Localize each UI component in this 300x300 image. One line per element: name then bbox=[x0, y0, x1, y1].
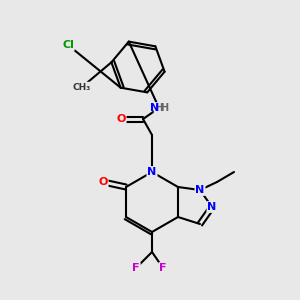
Text: N: N bbox=[147, 167, 157, 177]
Text: Cl: Cl bbox=[62, 40, 74, 50]
Text: CH₃: CH₃ bbox=[73, 82, 91, 91]
Text: H: H bbox=[154, 103, 164, 113]
Text: O: O bbox=[98, 177, 108, 187]
Text: F: F bbox=[132, 263, 140, 273]
Text: N: N bbox=[150, 103, 160, 113]
Text: O: O bbox=[116, 114, 126, 124]
Text: H: H bbox=[160, 103, 168, 113]
Text: N: N bbox=[195, 185, 205, 195]
Text: N: N bbox=[207, 202, 217, 212]
Text: F: F bbox=[159, 263, 167, 273]
